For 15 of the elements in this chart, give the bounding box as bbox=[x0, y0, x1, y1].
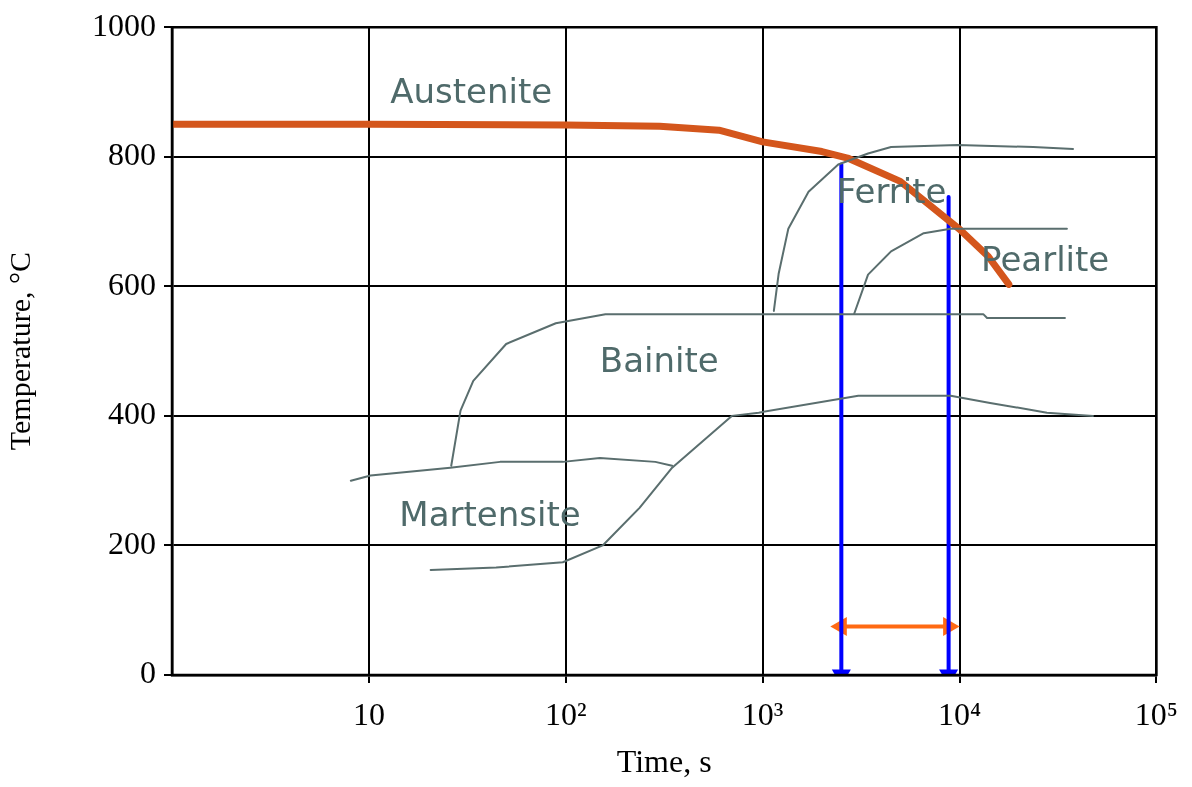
annotation: Bainite bbox=[599, 339, 719, 380]
x-tick-label: 10 bbox=[352, 695, 385, 732]
x-axis-title: Time, s bbox=[616, 743, 712, 780]
annotation: Austenite bbox=[390, 70, 553, 111]
y-tick-label: 200 bbox=[108, 524, 156, 561]
y-tick-label: 600 bbox=[108, 265, 156, 302]
y-tick-label: 800 bbox=[108, 136, 156, 173]
x-tick-label: 10³ bbox=[741, 695, 784, 732]
x-tick-label: 10⁴ bbox=[937, 695, 982, 732]
x-tick-label: 10⁵ bbox=[1134, 695, 1178, 732]
y-tick-label: 0 bbox=[140, 654, 156, 691]
y-axis-title: Temperature, °C bbox=[2, 252, 36, 451]
x-tick-label: 10² bbox=[544, 695, 587, 732]
y-tick-label: 400 bbox=[108, 395, 156, 432]
y-tick-label: 1000 bbox=[92, 6, 156, 43]
